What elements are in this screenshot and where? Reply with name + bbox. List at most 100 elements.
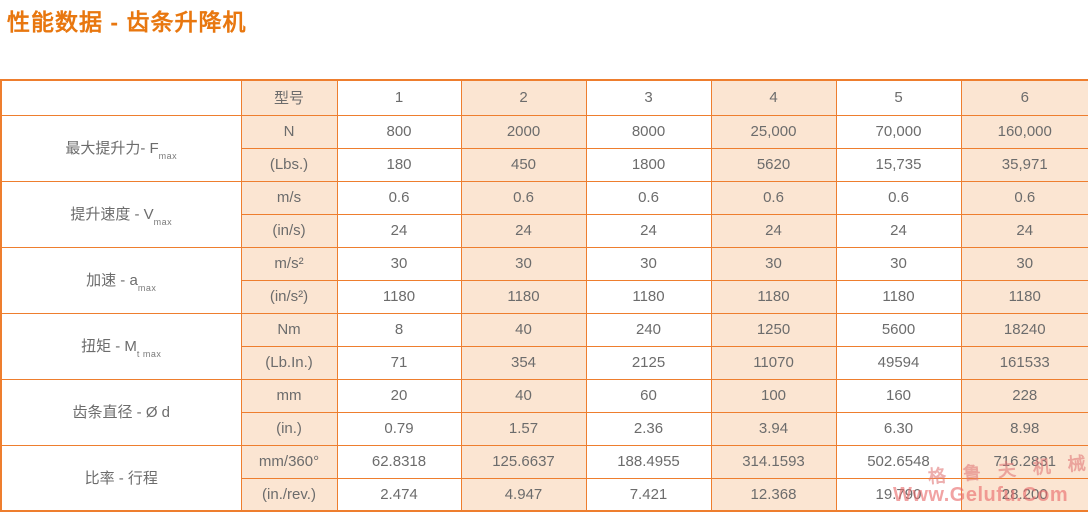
value-cell: 0.6	[835, 180, 962, 215]
unit-cell: (Lbs.)	[240, 147, 338, 182]
value-cell: 24	[960, 213, 1088, 248]
value-cell: 28.200	[960, 477, 1088, 512]
unit-cell: m/s²	[240, 246, 338, 281]
value-cell: 19.790	[835, 477, 962, 512]
value-cell: 30	[585, 246, 712, 281]
row-group-label-subscript: max	[158, 151, 178, 161]
value-cell: 15,735	[835, 147, 962, 182]
value-cell: 2.36	[585, 411, 712, 446]
table-row: 提升速度 - Vmax m/s 0.6 0.6 0.6 0.6 0.6 0.6	[0, 180, 1088, 248]
row-group-label: 最大提升力- Fmax	[0, 114, 242, 182]
value-cell: 24	[460, 213, 587, 248]
value-cell: 1180	[835, 279, 962, 314]
row-group-label-subscript: t max	[136, 349, 162, 359]
value-cell: 7.421	[585, 477, 712, 512]
value-cell: 1180	[336, 279, 462, 314]
value-cell: 160,000	[960, 114, 1088, 149]
table-row: (in/s²) 1180 1180 1180 1180 1180 1180	[1, 279, 1088, 314]
value-cell: 71	[336, 345, 462, 380]
value-cell: 502.6548	[835, 444, 962, 479]
value-cell: 5600	[835, 312, 962, 347]
value-cell: 8000	[585, 114, 712, 149]
value-cell: 25,000	[710, 114, 837, 149]
value-cell: 24	[585, 213, 712, 248]
row-group-label-text: 最大提升力- F	[65, 140, 159, 157]
value-cell: 180	[336, 147, 462, 182]
row-group-label: 齿条直径 - Ø d	[0, 378, 242, 446]
value-cell: 2125	[585, 345, 712, 380]
unit-cell: (in./rev.)	[240, 477, 338, 512]
value-cell: 0.6	[336, 180, 462, 215]
value-cell: 240	[585, 312, 712, 347]
value-cell: 2.474	[336, 477, 462, 512]
value-cell: 2000	[460, 114, 587, 149]
row-group-label-text: 扭矩 - M	[81, 338, 137, 355]
model-header-cell: 2	[460, 79, 587, 116]
model-label-cell: 型号	[240, 79, 338, 116]
value-cell: 62.8318	[336, 444, 462, 479]
table-row: 最大提升力- Fmax N 800 2000 8000 25,000 70,000 160,0…	[0, 114, 1088, 182]
value-cell: 20	[336, 378, 462, 413]
value-cell: 30	[960, 246, 1088, 281]
value-cell: 0.6	[585, 180, 712, 215]
value-cell: 40	[460, 312, 587, 347]
unit-cell: Nm	[240, 312, 338, 347]
value-cell: 228	[960, 378, 1088, 413]
value-cell: 161533	[960, 345, 1088, 380]
value-cell: 30	[460, 246, 587, 281]
model-header-cell: 5	[835, 79, 962, 116]
table-row: (Lbs.) 180 450 1800 5620 15,735 35,971	[1, 147, 1088, 182]
value-cell: 35,971	[960, 147, 1088, 182]
value-cell: 3.94	[710, 411, 837, 446]
value-cell: 30	[835, 246, 962, 281]
unit-cell: (in/s²)	[240, 279, 338, 314]
value-cell: 354	[460, 345, 587, 380]
unit-cell: (in/s)	[240, 213, 338, 248]
value-cell: 60	[585, 378, 712, 413]
unit-cell: m/s	[240, 180, 338, 215]
watermark-url: Www.Gelufu.Com	[893, 484, 1069, 506]
model-header-cell: 3	[585, 79, 712, 116]
row-group-label: 提升速度 - Vmax	[0, 180, 242, 248]
value-cell: 1250	[710, 312, 837, 347]
table-row: 扭矩 - Mt max Nm 8 40 240 1250 5600 18240	[0, 312, 1088, 380]
row-group-label: 扭矩 - Mt max	[0, 312, 242, 380]
value-cell: 0.6	[960, 180, 1088, 215]
value-cell: 8	[336, 312, 462, 347]
value-cell: 100	[710, 378, 837, 413]
row-group-label-text: 提升速度 - V	[70, 206, 154, 223]
value-cell: 1800	[585, 147, 712, 182]
value-cell: 160	[835, 378, 962, 413]
table-row: 比率 - 行程 mm/360° 62.8318 125.6637 188.4955 314…	[0, 444, 1088, 512]
row-group-label-text: 比率 - 行程	[84, 469, 158, 487]
value-cell: 24	[710, 213, 837, 248]
value-cell: 1180	[710, 279, 837, 314]
value-cell: 11070	[710, 345, 837, 380]
row-group-label: 比率 - 行程	[0, 444, 242, 512]
value-cell: 0.6	[460, 180, 587, 215]
table-row: (in/s) 24 24 24 24 24 24	[1, 213, 1088, 248]
unit-cell: (in.)	[240, 411, 338, 446]
value-cell: 5620	[710, 147, 837, 182]
value-cell: 49594	[835, 345, 962, 380]
value-cell: 188.4955	[585, 444, 712, 479]
model-header-cell: 4	[710, 79, 837, 116]
page-title: 性能数据 - 齿条升降机	[7, 9, 247, 35]
value-cell: 6.30	[835, 411, 962, 446]
value-cell: 450	[460, 147, 587, 182]
unit-cell: N	[240, 114, 338, 149]
model-header-cell: 6	[960, 79, 1088, 116]
value-cell: 30	[710, 246, 837, 281]
value-cell: 1.57	[460, 411, 587, 446]
value-cell: 0.6	[710, 180, 837, 215]
unit-cell: mm	[240, 378, 338, 413]
model-header-cell: 1	[336, 79, 462, 116]
value-cell: 40	[460, 378, 587, 413]
unit-cell: mm/360°	[240, 444, 338, 479]
table-row: (in./rev.) 2.474 4.947 7.421 12.368 19.790 28.…	[1, 477, 1088, 512]
value-cell: 18240	[960, 312, 1088, 347]
table-row: (in.) 0.79 1.57 2.36 3.94 6.30 8.98	[1, 411, 1088, 446]
corner-cell	[0, 79, 242, 116]
